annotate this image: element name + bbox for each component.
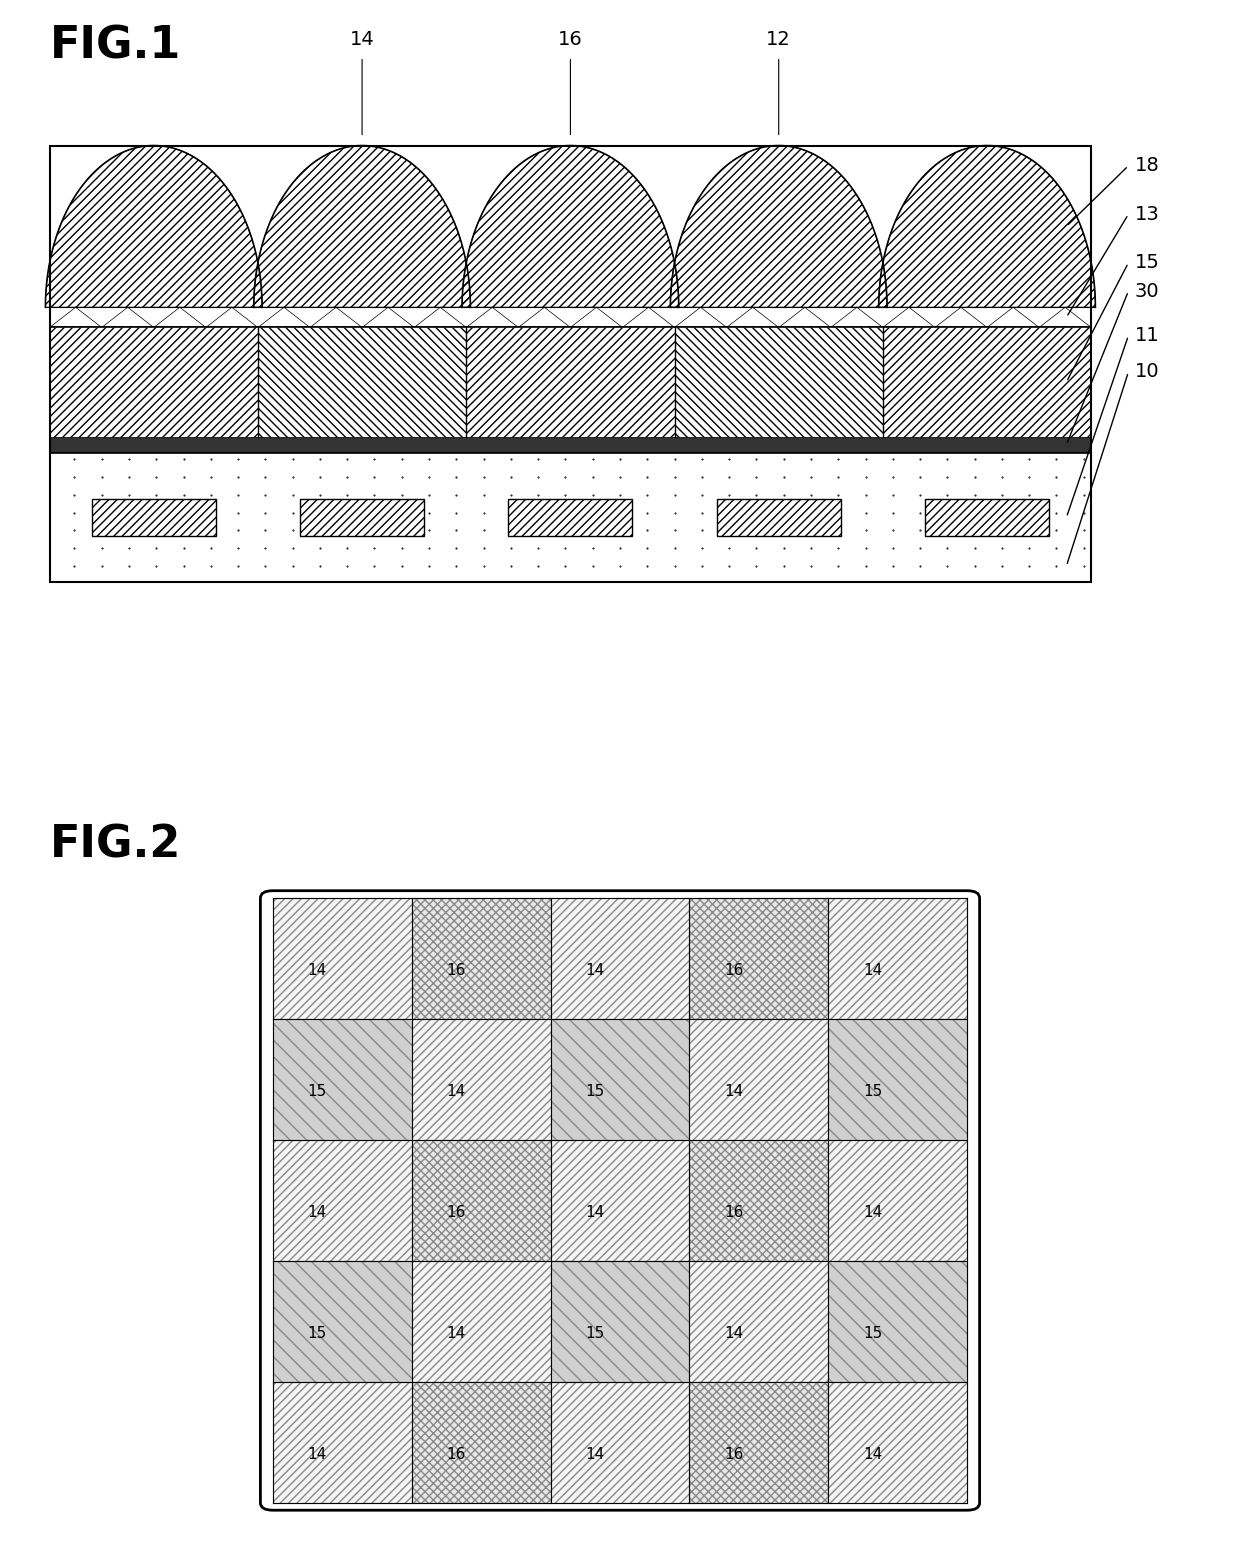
Bar — [50, 328, 1091, 437]
Bar — [466, 328, 675, 437]
Text: 30: 30 — [1135, 281, 1159, 300]
Text: 16: 16 — [446, 1205, 466, 1221]
Bar — [689, 1019, 828, 1140]
Bar — [273, 1261, 412, 1382]
Bar — [412, 1140, 551, 1261]
Text: FIG.1: FIG.1 — [50, 25, 181, 67]
Bar — [925, 499, 1049, 535]
Bar — [50, 328, 258, 437]
Bar — [828, 899, 967, 1019]
Text: 15: 15 — [585, 1326, 605, 1340]
Bar — [675, 328, 883, 437]
Bar — [551, 1261, 689, 1382]
Bar — [412, 1382, 551, 1502]
Bar — [412, 899, 551, 1019]
Text: 15: 15 — [1135, 253, 1159, 272]
Bar — [828, 1382, 967, 1502]
Text: 14: 14 — [446, 1084, 466, 1099]
Text: 14: 14 — [863, 1446, 883, 1462]
Text: 15: 15 — [308, 1084, 327, 1099]
Text: 15: 15 — [863, 1084, 883, 1099]
Text: 14: 14 — [446, 1326, 466, 1340]
Bar — [412, 1261, 551, 1382]
Text: 14: 14 — [308, 1205, 327, 1221]
Polygon shape — [879, 146, 1095, 308]
Bar — [273, 1019, 412, 1140]
Text: FIG.2: FIG.2 — [50, 824, 181, 866]
Polygon shape — [254, 146, 470, 308]
Text: 16: 16 — [724, 963, 744, 978]
Bar — [883, 328, 1091, 437]
Bar — [689, 1261, 828, 1382]
Bar — [258, 328, 466, 437]
Text: 14: 14 — [350, 30, 374, 48]
Polygon shape — [671, 146, 887, 308]
Polygon shape — [463, 146, 678, 308]
Text: 14: 14 — [724, 1326, 744, 1340]
Text: 16: 16 — [446, 1446, 466, 1462]
Text: 15: 15 — [308, 1326, 327, 1340]
Text: 10: 10 — [1135, 362, 1159, 381]
Bar — [50, 437, 1091, 453]
Text: 12: 12 — [766, 30, 791, 48]
Bar — [273, 1140, 412, 1261]
Bar — [828, 1140, 967, 1261]
Text: 14: 14 — [585, 1205, 605, 1221]
Text: 16: 16 — [724, 1205, 744, 1221]
Bar — [300, 499, 424, 535]
Bar — [551, 1019, 689, 1140]
Text: 15: 15 — [863, 1326, 883, 1340]
Bar — [273, 899, 412, 1019]
Text: 13: 13 — [1135, 205, 1159, 224]
Bar — [828, 1019, 967, 1140]
Text: 14: 14 — [863, 963, 883, 978]
Bar — [50, 308, 1091, 328]
FancyBboxPatch shape — [260, 891, 980, 1510]
Bar — [717, 499, 841, 535]
Bar — [551, 1140, 689, 1261]
Text: 16: 16 — [558, 30, 583, 48]
Text: 15: 15 — [585, 1084, 605, 1099]
Polygon shape — [46, 146, 262, 308]
Bar — [828, 1261, 967, 1382]
Bar — [551, 1382, 689, 1502]
Text: 14: 14 — [308, 1446, 327, 1462]
Text: 18: 18 — [1135, 156, 1159, 176]
Bar — [551, 899, 689, 1019]
Text: 16: 16 — [724, 1446, 744, 1462]
Bar — [412, 1019, 551, 1140]
Text: 14: 14 — [724, 1084, 744, 1099]
Text: 14: 14 — [863, 1205, 883, 1221]
Text: 14: 14 — [585, 963, 605, 978]
Text: 11: 11 — [1135, 327, 1159, 345]
Text: 16: 16 — [446, 963, 466, 978]
Bar — [92, 499, 216, 535]
Bar — [50, 146, 1091, 582]
Bar — [50, 453, 1091, 582]
Bar — [689, 899, 828, 1019]
Text: 14: 14 — [308, 963, 327, 978]
Bar — [273, 1382, 412, 1502]
Bar — [689, 1140, 828, 1261]
Bar — [689, 1382, 828, 1502]
Bar — [508, 499, 632, 535]
Text: 14: 14 — [585, 1446, 605, 1462]
